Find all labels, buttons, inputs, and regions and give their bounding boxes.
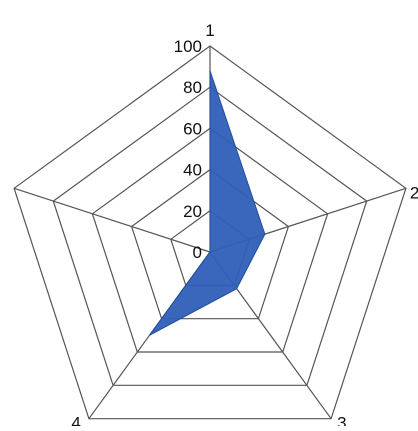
tick-label-40: 40 (183, 161, 202, 180)
tick-label-100: 100 (174, 37, 202, 56)
series-area-1 (150, 71, 265, 336)
radial-tick-labels: 0 20 40 60 80 100 (174, 37, 202, 262)
tick-label-60: 60 (183, 119, 202, 138)
tick-label-80: 80 (183, 78, 202, 97)
spoke-axis-5 (14, 188, 210, 252)
axis-label-2: 2 (410, 183, 418, 202)
tick-label-0: 0 (193, 243, 202, 262)
axis-labels: 12345 (0, 21, 418, 426)
axis-label-4: 4 (71, 414, 80, 426)
axis-label-1: 1 (205, 21, 214, 40)
radar-series (150, 71, 265, 336)
axis-label-3: 3 (337, 414, 346, 426)
tick-label-20: 20 (183, 202, 202, 221)
